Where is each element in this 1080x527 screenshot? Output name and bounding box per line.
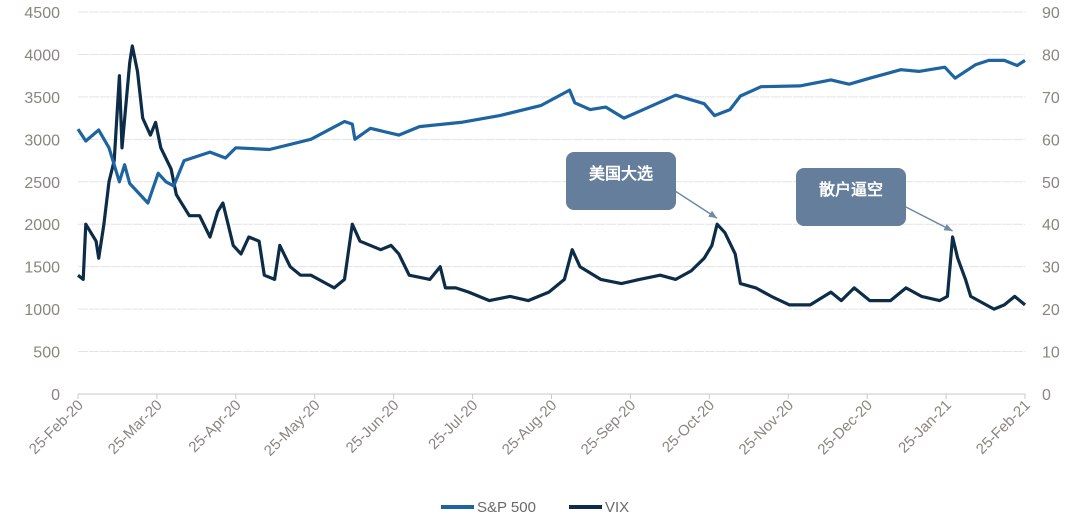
x-tick-label: 25-Sep-20 (578, 397, 640, 459)
x-tick-label: 25-Mar-20 (105, 397, 166, 458)
annotation-text: 散户逼空 (819, 180, 883, 199)
right-tick-label: 50 (1042, 175, 1060, 192)
series-lines (76, 44, 1027, 311)
legend-label-sp500: S&P 500 (477, 499, 536, 516)
arrowhead-icon (708, 210, 718, 219)
annotation-arrow (671, 188, 718, 219)
series-line-vix (76, 44, 1027, 311)
x-tick-label: 25-Jan-21 (895, 397, 955, 457)
x-tick-label: 25-Oct-20 (659, 397, 718, 456)
left-tick-label: 1500 (24, 260, 60, 277)
x-tick-label: 25-Aug-20 (499, 397, 561, 459)
x-axis: 25-Feb-20 25-Mar-20 25-Apr-20 25-May-20 25-J… (26, 393, 1034, 460)
right-tick-label: 40 (1042, 217, 1060, 234)
left-tick-label: 500 (33, 345, 60, 362)
right-tick-label: 60 (1042, 132, 1060, 149)
annotation-box (566, 152, 676, 210)
annotation-box (796, 168, 906, 226)
x-tick-label: 25-Apr-20 (185, 397, 244, 456)
annotation-callout: 美国大选 (566, 152, 718, 219)
right-tick-label: 20 (1042, 302, 1060, 319)
gridlines (78, 11, 1025, 353)
annotation-callout: 散户逼空 (796, 168, 953, 232)
x-tick-label: 25-Dec-20 (814, 397, 876, 459)
right-tick-label: 70 (1042, 90, 1060, 107)
left-tick-label: 4000 (24, 47, 60, 64)
x-tick-label: 25-Jul-20 (425, 397, 481, 453)
annotation-arrow (901, 204, 953, 232)
legend-label-vix: VIX (605, 499, 629, 516)
x-tick-label: 25-Nov-20 (736, 397, 798, 459)
right-axis: 0 10 20 30 40 50 60 70 80 90 (1042, 5, 1060, 404)
left-axis: 0 500 1000 1500 2000 2500 3000 3500 4000 4500 (24, 5, 60, 404)
right-tick-label: 80 (1042, 47, 1060, 64)
x-tick-label: 25-Feb-21 (973, 397, 1034, 458)
left-tick-label: 2000 (24, 217, 60, 234)
arrowhead-icon (943, 224, 953, 231)
left-tick-label: 3500 (24, 90, 60, 107)
left-tick-label: 0 (51, 387, 60, 404)
right-tick-label: 30 (1042, 260, 1060, 277)
left-tick-label: 4500 (24, 5, 60, 22)
left-tick-label: 1000 (24, 302, 60, 319)
annotation-text: 美国大选 (589, 164, 653, 183)
x-tick-label: 25-Feb-20 (26, 397, 87, 458)
right-tick-label: 10 (1042, 345, 1060, 362)
left-tick-label: 2500 (24, 175, 60, 192)
right-tick-label: 90 (1042, 5, 1060, 22)
x-tick-label: 25-Jun-20 (343, 397, 403, 457)
series-line-sp500 (76, 58, 1026, 205)
right-tick-label: 0 (1042, 387, 1051, 404)
legend: S&P 500 VIX (441, 499, 629, 516)
x-tick-label: 25-May-20 (261, 397, 324, 460)
left-tick-label: 3000 (24, 132, 60, 149)
